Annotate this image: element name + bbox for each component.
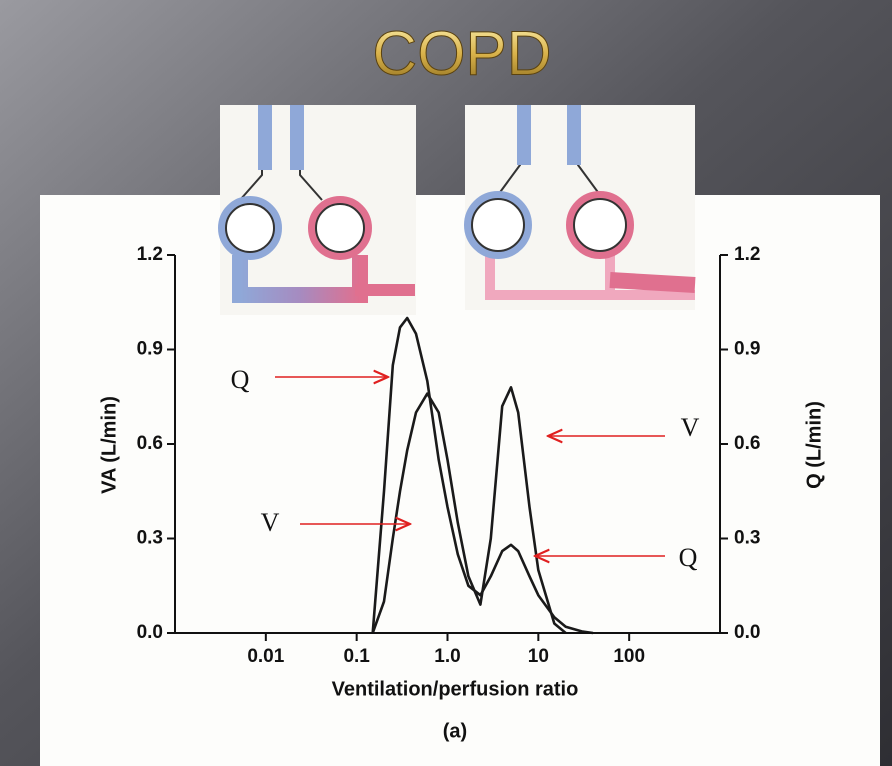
y2-axis-label: Q (L/min): [803, 401, 825, 489]
x-tick-label: 1.0: [434, 646, 460, 667]
lung-diagram-right: [464, 105, 696, 310]
y-tick-label: 0.3: [137, 528, 163, 549]
y2-tick-label: 0.3: [734, 528, 760, 549]
y2-tick-label: 0.6: [734, 433, 760, 454]
annotation: V: [261, 508, 280, 537]
annotation: V: [681, 413, 700, 442]
curve: [371, 386, 567, 634]
y-tick-label: 1.2: [137, 244, 163, 265]
caption: (a): [443, 720, 467, 742]
y-tick-label: 0.0: [137, 622, 163, 643]
lung-diagram-left: [218, 105, 416, 315]
y-axis-label: VA (L/min): [98, 396, 120, 494]
y-tick-label: 0.6: [137, 433, 163, 454]
chart-panel: [40, 195, 880, 766]
y-tick-label: 0.9: [137, 339, 163, 360]
x-tick-label: 0.1: [343, 646, 370, 667]
annotation: Q: [231, 365, 250, 394]
y2-tick-label: 1.2: [734, 244, 760, 265]
plot: [371, 316, 594, 635]
y2-tick-label: 0.0: [734, 622, 760, 643]
x-tick-label: 0.01: [247, 646, 284, 667]
x-tick-label: 100: [613, 646, 645, 667]
y2-tick-label: 0.9: [734, 339, 760, 360]
annotation: Q: [679, 543, 698, 572]
x-tick-label: 10: [528, 646, 549, 667]
x-axis-label: Ventilation/perfusion ratio: [332, 678, 579, 700]
slide-title: COPD: [372, 19, 551, 88]
